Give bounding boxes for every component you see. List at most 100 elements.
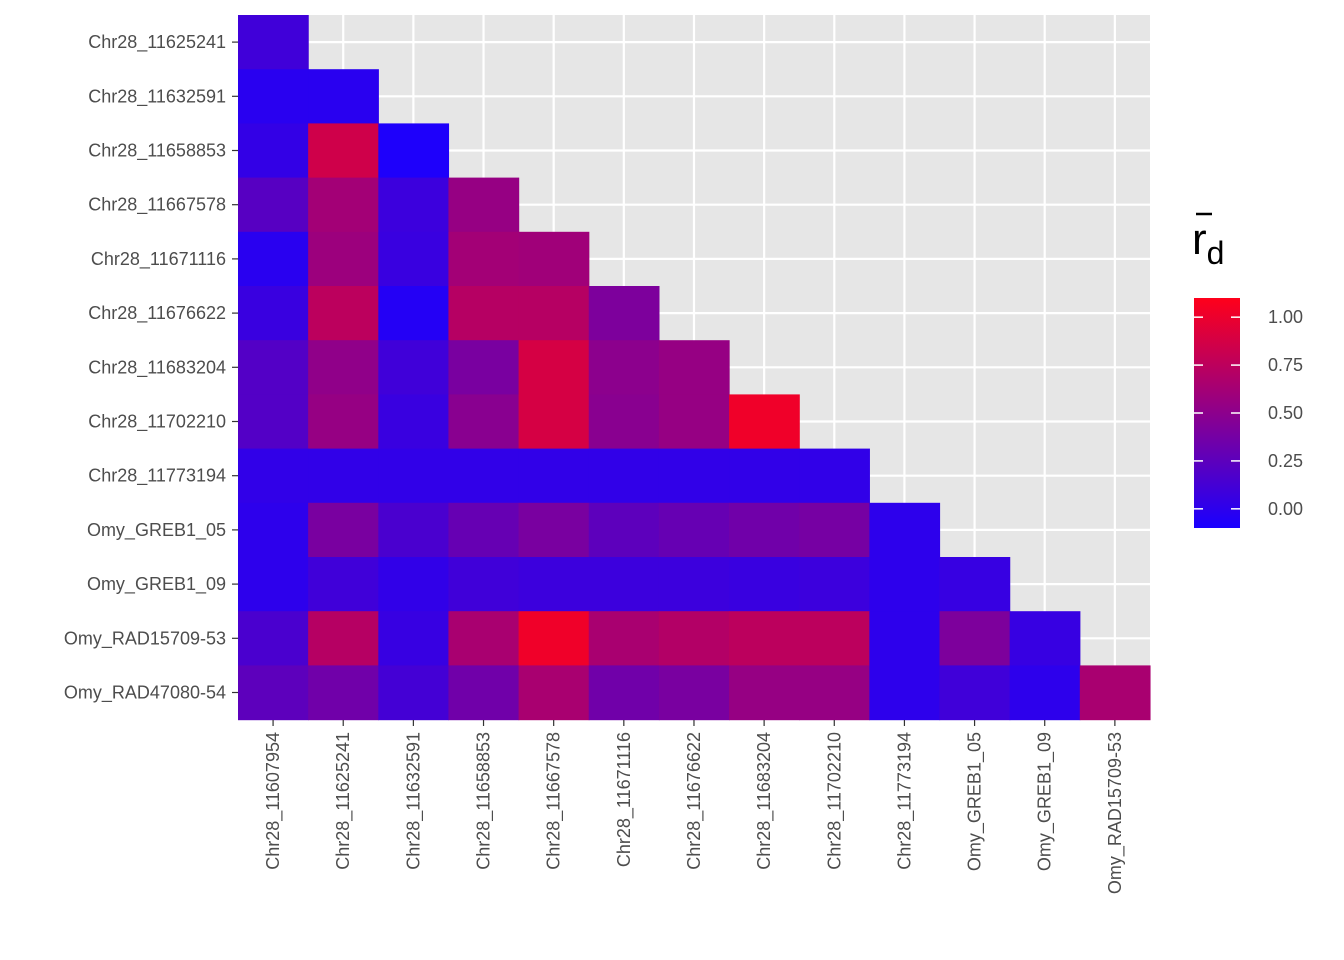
heatmap-cell bbox=[729, 557, 800, 612]
y-tick-label: Omy_RAD47080-54 bbox=[64, 683, 226, 704]
y-tick-label: Omy_GREB1_09 bbox=[87, 574, 226, 595]
heatmap-cell bbox=[448, 286, 520, 341]
heatmap-cell bbox=[238, 448, 309, 504]
x-tick-label: Omy_RAD15709-53 bbox=[1105, 732, 1126, 894]
heatmap-cell bbox=[308, 665, 379, 721]
y-tick-label: Chr28_11667578 bbox=[88, 195, 226, 216]
heatmap-cell bbox=[448, 665, 520, 721]
y-tick-label: Chr28_11676622 bbox=[88, 303, 226, 324]
heatmap-cell bbox=[729, 448, 800, 504]
heatmap-cell bbox=[448, 611, 520, 666]
heatmap-cell bbox=[1079, 665, 1151, 721]
y-tick-label: Chr28_11625241 bbox=[88, 32, 226, 53]
heatmap-cell bbox=[308, 69, 379, 124]
x-tick-label: Chr28_11683204 bbox=[754, 732, 775, 870]
heatmap-cell bbox=[518, 448, 590, 504]
heatmap-cell bbox=[658, 665, 730, 721]
legend-tick-label: 0.25 bbox=[1268, 451, 1303, 471]
heatmap-cell bbox=[658, 611, 730, 666]
x-tick-label: Chr28_11676622 bbox=[684, 732, 705, 870]
heatmap-cell bbox=[378, 448, 450, 504]
y-axis-labels: Chr28_11625241 Chr28_11632591 Chr28_116588… bbox=[64, 32, 238, 704]
x-tick-label: Chr28_11632591 bbox=[403, 732, 424, 870]
heatmap-cell bbox=[378, 177, 450, 233]
heatmap-cell bbox=[378, 502, 450, 558]
heatmap-cell bbox=[799, 611, 870, 666]
heatmap-cell bbox=[729, 665, 800, 721]
y-tick-label: Chr28_11658853 bbox=[88, 141, 226, 162]
heatmap-cell bbox=[238, 177, 309, 233]
heatmap-cell bbox=[308, 611, 379, 666]
heatmap-cell bbox=[378, 394, 450, 450]
x-tick-label: Chr28_11773194 bbox=[894, 732, 915, 870]
heatmap-cell bbox=[869, 502, 941, 558]
heatmap-cell bbox=[378, 286, 450, 341]
heatmap-cell bbox=[448, 448, 520, 504]
heatmap-cell bbox=[308, 286, 379, 341]
x-tick-label: Omy_GREB1_05 bbox=[965, 732, 986, 871]
heatmap-cell bbox=[448, 177, 520, 233]
heatmap-cell bbox=[869, 557, 941, 612]
heatmap-cell bbox=[729, 611, 800, 666]
heatmap-cell bbox=[308, 502, 379, 558]
heatmap-cell bbox=[658, 502, 730, 558]
heatmap-cell bbox=[238, 69, 309, 124]
heatmap-cell bbox=[518, 611, 590, 666]
heatmap-cell bbox=[518, 286, 590, 341]
legend-title-main: r bbox=[1192, 215, 1207, 264]
x-axis-labels: Chr28_11607954 Chr28_11625241 Chr28_116325… bbox=[263, 720, 1126, 894]
x-tick-label: Omy_GREB1_09 bbox=[1035, 732, 1056, 871]
heatmap-cell bbox=[869, 665, 941, 721]
heatmap-cell bbox=[518, 340, 590, 395]
heatmap-cell bbox=[518, 665, 590, 721]
heatmap-cell bbox=[939, 611, 1011, 666]
heatmap-cell bbox=[518, 231, 590, 287]
heatmap-cell bbox=[518, 394, 590, 450]
legend-tick-label: 0.75 bbox=[1268, 355, 1303, 375]
heatmap-cell bbox=[308, 340, 379, 395]
heatmap-cell bbox=[588, 286, 660, 341]
heatmap-cell bbox=[799, 665, 870, 721]
legend-tick-label: 0.50 bbox=[1268, 403, 1303, 423]
y-tick-label: Omy_RAD15709-53 bbox=[64, 628, 226, 649]
y-tick-label: Omy_GREB1_05 bbox=[87, 520, 226, 541]
heatmap-cell bbox=[238, 123, 309, 179]
heatmap-cell bbox=[1009, 665, 1081, 721]
heatmap-cell bbox=[799, 448, 870, 504]
heatmap-cell bbox=[658, 448, 730, 504]
y-tick-label: Chr28_11683204 bbox=[88, 357, 226, 378]
heatmap-cell bbox=[378, 557, 450, 612]
heatmap-cell bbox=[448, 502, 520, 558]
x-tick-label: Chr28_11671116 bbox=[614, 732, 635, 867]
heatmap-cell bbox=[308, 557, 379, 612]
x-tick-label: Chr28_11667578 bbox=[544, 732, 565, 870]
heatmap-cell bbox=[308, 448, 379, 504]
y-tick-label: Chr28_11671116 bbox=[91, 249, 226, 270]
heatmap-cell bbox=[588, 448, 660, 504]
y-tick-label: Chr28_11632591 bbox=[88, 86, 226, 107]
heatmap-cell bbox=[378, 340, 450, 395]
heatmap-cell bbox=[448, 231, 520, 287]
x-tick-label: Chr28_11702210 bbox=[824, 732, 845, 870]
heatmap-cell bbox=[308, 177, 379, 233]
heatmap-cell bbox=[308, 231, 379, 287]
heatmap-cell bbox=[238, 15, 309, 70]
legend-tick-label: 1.00 bbox=[1268, 307, 1303, 327]
heatmap-cell bbox=[308, 123, 379, 179]
heatmap-cell bbox=[588, 557, 660, 612]
y-tick-label: Chr28_11773194 bbox=[88, 466, 226, 487]
heatmap-cell bbox=[308, 394, 379, 450]
heatmap-cell bbox=[448, 557, 520, 612]
color-legend: rd 1.00 0.75 0.50 0.25 0.00 bbox=[1192, 212, 1303, 528]
heatmap-cell bbox=[238, 231, 309, 287]
heatmap-cell bbox=[799, 557, 870, 612]
heatmap-cell bbox=[799, 502, 870, 558]
heatmap-cell bbox=[448, 394, 520, 450]
heatmap-cell bbox=[658, 557, 730, 612]
heatmap-cell bbox=[238, 665, 309, 721]
heatmap-cell bbox=[448, 340, 520, 395]
heatmap-cell bbox=[518, 557, 590, 612]
heatmap-cell bbox=[939, 557, 1011, 612]
heatmap-cell bbox=[238, 557, 309, 612]
